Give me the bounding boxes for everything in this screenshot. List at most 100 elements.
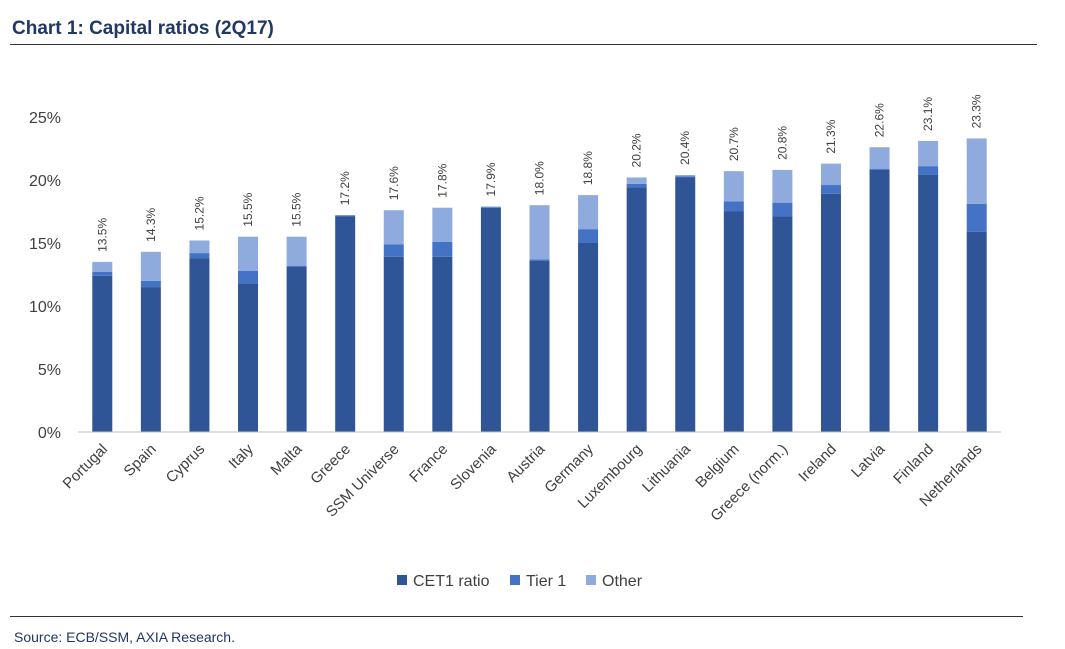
bar-segment-other: [529, 205, 550, 260]
bar-segment-tier-1: [480, 207, 501, 208]
bar-segment-tier-1: [238, 270, 259, 284]
bar-segment-tier-1: [335, 215, 356, 217]
bar-segment-other: [820, 163, 841, 186]
bar-segment-tier-1: [723, 201, 744, 212]
bar-segment-tier-1: [675, 176, 696, 178]
y-axis: 0% 5% 10% 15% 20% 25%: [29, 110, 61, 442]
bar-segment-cet1-ratio: [626, 187, 647, 432]
bar-segment-tier-1: [820, 185, 841, 194]
bar-segment-cet1-ratio: [286, 266, 307, 432]
total-value-label: 17.2%: [338, 171, 352, 205]
legend: CET1 ratio Tier 1 Other: [397, 573, 643, 590]
bar-segment-tier-1: [578, 229, 599, 243]
total-value-label: 15.5%: [241, 192, 255, 226]
total-value-label: 17.8%: [435, 163, 449, 197]
bar-segment-other: [140, 251, 161, 281]
x-category-label: Cyprus: [163, 441, 209, 487]
bar-segment-other: [383, 210, 404, 245]
bar-segment-cet1-ratio: [238, 283, 259, 432]
x-category-label: Austria: [503, 440, 548, 485]
bar-segment-other: [675, 174, 696, 177]
y-tick-label: 15%: [29, 236, 61, 253]
bar-segment-cet1-ratio: [383, 256, 404, 432]
bar-segment-cet1-ratio: [918, 174, 939, 432]
bar-segment-cet1-ratio: [92, 275, 113, 432]
x-category-label: Italy: [225, 440, 257, 472]
footer-divider: [10, 616, 1023, 617]
total-value-label: 23.1%: [921, 97, 935, 131]
x-category-label: Latvia: [848, 440, 889, 481]
bar-segment-tier-1: [140, 280, 161, 288]
total-value-label: 20.7%: [727, 127, 741, 161]
x-category-label: Greece: [307, 441, 354, 488]
total-value-label: 20.2%: [630, 133, 644, 167]
bar-segment-cet1-ratio: [820, 193, 841, 432]
bar-segment-tier-1: [529, 259, 550, 261]
x-category-label: Finland: [890, 441, 937, 488]
bar-segment-other: [578, 195, 599, 230]
legend-swatch: [586, 575, 596, 585]
y-tick-label: 20%: [29, 173, 61, 190]
stacked-bar-chart: 0% 5% 10% 15% 20% 25% 13.5% 14.3% 15.2% 15.5% 15.…: [29, 94, 1001, 590]
y-tick-label: 25%: [29, 110, 61, 127]
bar-segment-other: [480, 206, 501, 208]
bar-segment-other: [966, 138, 987, 204]
bar-segment-other: [286, 236, 307, 266]
chart-title: Chart 1: Capital ratios (2Q17): [12, 18, 274, 39]
bar-segment-other: [723, 171, 744, 202]
bar-segment-cet1-ratio: [966, 231, 987, 432]
bar-segment-tier-1: [869, 168, 890, 170]
total-value-label: 15.5%: [290, 192, 304, 226]
x-category-label: Lithuania: [639, 440, 695, 496]
legend-label: Other: [602, 573, 643, 590]
bar-segment-tier-1: [286, 265, 307, 267]
bar-segment-other: [918, 140, 939, 167]
bar-segment-tier-1: [966, 203, 987, 232]
source-note: Source: ECB/SSM, AXIA Research.: [14, 629, 235, 645]
bar-segment-cet1-ratio: [869, 169, 890, 433]
total-value-label: 14.3%: [144, 207, 158, 241]
bar-segment-cet1-ratio: [529, 260, 550, 432]
x-category-label: Slovenia: [447, 440, 500, 493]
bar-segment-other: [772, 169, 793, 203]
bar-segment-cet1-ratio: [140, 287, 161, 432]
x-category-label: France: [406, 441, 451, 486]
total-value-label: 23.3%: [970, 94, 984, 128]
total-value-label: 21.3%: [824, 119, 838, 153]
y-tick-label: 0%: [38, 425, 61, 442]
x-category-label: Spain: [121, 441, 160, 480]
legend-swatch: [510, 575, 520, 585]
bar-segment-cet1-ratio: [675, 177, 696, 432]
bar-segment-other: [92, 261, 113, 272]
total-value-label: 15.2%: [192, 196, 206, 230]
bar-segment-tier-1: [189, 253, 210, 259]
title-divider: [10, 44, 1037, 45]
legend-label: Tier 1: [526, 573, 566, 590]
bar-segment-cet1-ratio: [335, 216, 356, 432]
bar-segment-cet1-ratio: [578, 243, 599, 432]
bar-segment-other: [189, 240, 210, 254]
total-value-label: 18.0%: [533, 161, 547, 195]
total-value-label: 20.8%: [775, 126, 789, 160]
total-value-label: 13.5%: [95, 218, 109, 252]
bar-segment-tier-1: [432, 241, 453, 257]
y-tick-label: 5%: [38, 362, 61, 379]
bar-segment-other: [432, 207, 453, 242]
bars: [92, 138, 987, 433]
legend-label: CET1 ratio: [413, 573, 490, 590]
bar-segment-other: [869, 147, 890, 169]
bar-segment-cet1-ratio: [189, 258, 210, 432]
bar-segment-cet1-ratio: [723, 211, 744, 432]
total-value-label: 22.6%: [873, 103, 887, 137]
y-tick-label: 10%: [29, 299, 61, 316]
total-value-label: 18.8%: [581, 151, 595, 185]
bar-segment-cet1-ratio: [480, 207, 501, 432]
total-value-label: 17.6%: [387, 166, 401, 200]
x-category-label: Ireland: [795, 441, 839, 485]
x-category-label: Portugal: [60, 441, 112, 493]
bar-segment-tier-1: [626, 183, 647, 188]
total-value-label: 20.4%: [678, 131, 692, 165]
bar-segment-other: [238, 236, 259, 271]
bar-segment-tier-1: [92, 271, 113, 276]
